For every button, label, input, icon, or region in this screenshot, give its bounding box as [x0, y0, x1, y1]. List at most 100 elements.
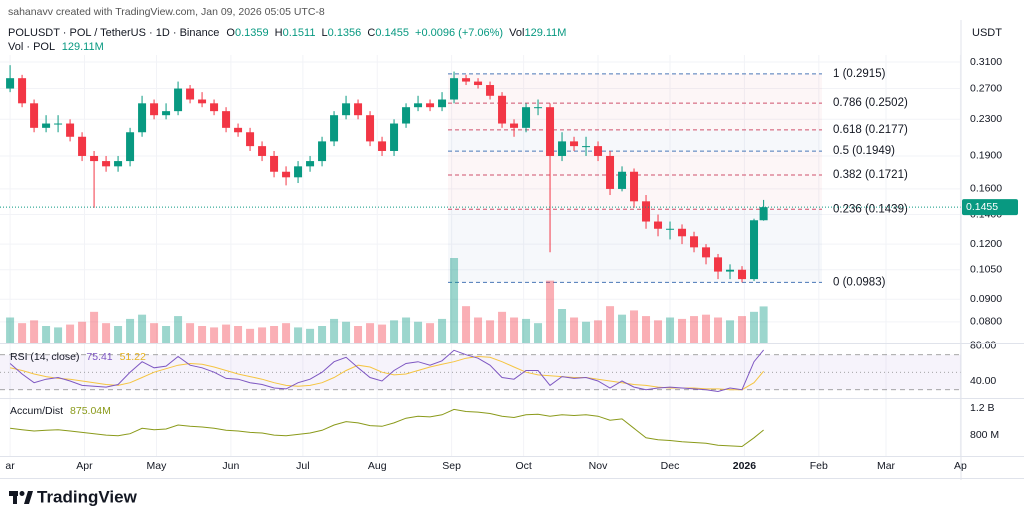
ohlc-label: L: [322, 27, 328, 39]
volume-bar: [678, 318, 687, 343]
volume-bar: [138, 314, 147, 343]
x-tick-label: 2026: [733, 460, 757, 472]
rsi-ma-value: 51.22: [120, 351, 146, 363]
candle-body: [54, 123, 63, 125]
volume-bar: [234, 326, 243, 343]
open-value: 0.1359: [235, 27, 269, 39]
candle-body: [90, 155, 99, 162]
y-tick-label: 0.1600: [970, 183, 1002, 195]
volume-bar: [414, 321, 423, 343]
close-value: 0.1455: [375, 27, 409, 39]
candle-body: [258, 146, 267, 156]
candle-body: [738, 269, 747, 280]
volume-bar: [198, 326, 207, 343]
candle-body: [462, 78, 471, 82]
candle-body: [510, 123, 519, 128]
fibonacci-retracement: 1 (0.2915) 0.786 (0.2502) 0.618 (0.2177) 0.…: [448, 68, 908, 288]
candle-body: [66, 123, 75, 137]
volume-bar: [114, 326, 123, 343]
candle-body: [222, 111, 231, 128]
volume-bar: [246, 328, 255, 343]
indicators: [0, 349, 961, 448]
axes: ar Apr May Jun Jul Aug Sep Oct Nov Dec 2026 Feb Mar A…: [5, 56, 1018, 472]
volume-title: Vol · POL: [8, 41, 55, 53]
volume-bar: [582, 321, 591, 343]
candle-body: [666, 228, 675, 230]
candle-body: [354, 103, 363, 116]
x-tick-label: Sep: [442, 460, 461, 472]
candle-body: [642, 201, 651, 222]
volume-bar: [666, 317, 675, 343]
volume-bar: [102, 323, 111, 343]
brand-logo: TradingView: [9, 487, 138, 506]
candle-body: [366, 115, 375, 142]
y-tick-label: 0.0900: [970, 293, 1002, 305]
candle-body: [450, 78, 459, 100]
logo-shape: [24, 491, 33, 504]
fib-label: 1 (0.2915): [833, 68, 886, 80]
rsi-tick-label: 40.00: [970, 375, 996, 387]
ohlc-label: Vol: [509, 27, 524, 39]
x-tick-label: ar: [5, 460, 15, 472]
volume-bar: [258, 327, 267, 343]
fib-zone: [448, 73, 822, 104]
volume-bar: [126, 318, 135, 343]
candle-body: [378, 141, 387, 151]
credit: sahanavv created with TradingView.com, J…: [8, 6, 325, 18]
fib-label: 0.618 (0.2177): [833, 124, 908, 136]
candle-body: [426, 103, 435, 108]
logo-shape: [13, 491, 17, 504]
rsi-line: [9, 349, 764, 393]
volume-bar: [606, 306, 615, 343]
candle-body: [438, 99, 447, 108]
volume-bar: [294, 327, 303, 343]
x-tick-label: Jul: [296, 460, 309, 472]
volume-bar: [342, 321, 351, 343]
volume-bar: [690, 316, 699, 343]
symbol: POLUSDT · POL / TetherUS · 1D · Binance: [8, 27, 219, 39]
volume-bar: [642, 316, 651, 343]
candle-body: [42, 123, 51, 128]
volume-bar: [750, 311, 759, 343]
x-tick-label: Aug: [368, 460, 387, 472]
volume-legend: Vol · POL 129.11M: [8, 41, 104, 53]
volume-bar: [162, 326, 171, 343]
volume-bar: [6, 317, 15, 343]
y-tick-label: 0.3100: [970, 56, 1002, 68]
change: +0.0096 (+7.06%): [415, 27, 503, 39]
high-value: 0.1511: [283, 27, 316, 39]
volume-bar: [330, 318, 339, 343]
ohlc-label: O: [226, 27, 235, 39]
volume-bar: [66, 324, 75, 343]
candle-body: [582, 146, 591, 148]
candle-body: [546, 107, 555, 156]
volume-bar: [498, 311, 507, 343]
volume-bar: [510, 317, 519, 343]
candle-body: [606, 155, 615, 189]
ohlc-label: C: [367, 27, 375, 39]
x-tick-label: Dec: [661, 460, 680, 472]
candle-body: [498, 95, 507, 124]
candle-body: [246, 132, 255, 147]
volume-bar: [318, 326, 327, 343]
volume-bar: [18, 323, 27, 343]
candle-body: [306, 161, 315, 167]
candle-body: [759, 207, 768, 221]
volume-bar: [366, 323, 375, 343]
currency: USDT: [972, 27, 1002, 39]
volume-bar: [150, 323, 159, 343]
x-tick-label: Mar: [877, 460, 896, 472]
volume-bar: [462, 306, 471, 343]
candle-body: [594, 146, 603, 156]
y-tick-label: 0.1900: [970, 150, 1002, 162]
fib-label: 0 (0.0983): [833, 276, 886, 288]
volume-bar: [738, 316, 747, 343]
volume-bar: [630, 310, 639, 343]
candle-body: [558, 141, 567, 156]
rsi-value: 75.41: [86, 351, 112, 363]
ad-value: 875.04M: [70, 405, 111, 417]
candle-body: [654, 221, 663, 229]
candle-body: [150, 103, 159, 116]
